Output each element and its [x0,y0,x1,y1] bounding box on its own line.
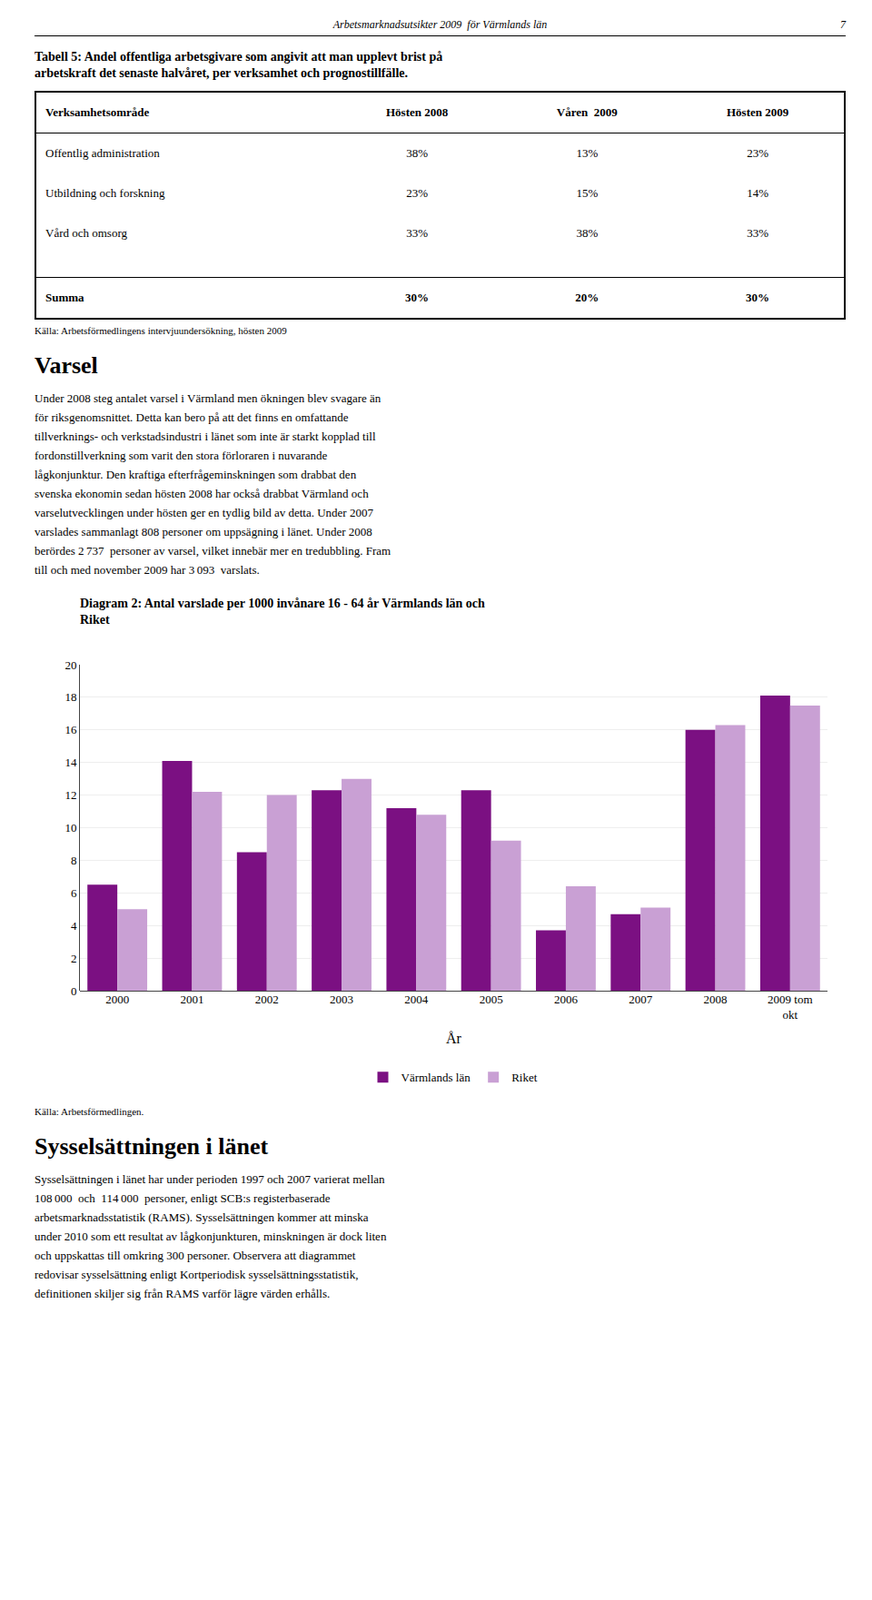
html-text:fordonstillverkning som varit: fordonstillverkning som varit den stora … [34,448,328,463]
html-text:Våren 2009: Våren 2009 [556,105,618,119]
html-text:Hösten 2008: Hösten 2008 [386,105,448,119]
html-text:till och med november 2009 har: till och med november 2009 har 3 093 var… [34,563,260,577]
html-text:svenska ekonomin sedan hösten: svenska ekonomin sedan hösten 2008 har o… [34,486,369,501]
html-text:berördes 2 737 personer av var: berördes 2 737 personer av varsel, vilke… [34,544,391,558]
svg-text:2008: 2008 [703,992,728,1007]
svg-text:20: 20 [64,658,77,673]
html-text:108 000 och 114 000 personer,: 108 000 och 114 000 personer, enligt SCB… [34,1191,331,1206]
svg-text:6: 6 [70,886,78,901]
html-text:Sysselsättningen i länet: Sysselsättningen i länet [34,1133,269,1160]
html-text:tillverknings- och verkstadsin: tillverknings- och verkstadsindustri i l… [34,429,376,444]
svg-text:0: 0 [70,984,78,999]
svg-text:12: 12 [64,788,77,803]
html-text:23%: 23% [406,186,428,200]
svg-text:2009 tomokt: 2009 tomokt [767,992,813,1022]
svg-text:8: 8 [70,853,78,868]
html-text:Sysselsättningen i länet har u: Sysselsättningen i länet har under perio… [34,1172,385,1187]
svg-text:14: 14 [64,755,78,770]
html-text:arbetsmarknadsstatistik (RAMS): arbetsmarknadsstatistik (RAMS). Sysselsä… [34,1210,369,1225]
html-text:varslades sammanlagt 808 perso: varslades sammanlagt 808 personer om upp… [34,525,373,539]
html-text:arbetskraft det senaste halvår: arbetskraft det senaste halvåret, per ve… [34,66,408,80]
svg-text:Värmlands län: Värmlands län [401,1070,472,1085]
svg-text:2006: 2006 [554,992,579,1007]
svg-text:Diagram 2: Antal varslade per: Diagram 2: Antal varslade per 1000 invån… [79,596,486,627]
svg-text:År: År [445,1030,463,1047]
svg-text:16: 16 [64,723,78,737]
html-text:Utbildning och forskning: Utbildning och forskning [45,186,165,200]
svg-text:2: 2 [70,951,78,966]
svg-text:4: 4 [70,919,78,933]
html-text:Vård och omsorg: Vård och omsorg [45,226,128,240]
html-text:38%: 38% [406,146,428,160]
html-text:13%: 13% [576,146,598,160]
html-text:33%: 33% [746,226,769,240]
html-text:varselutvecklingen under höste: varselutvecklingen under hösten ger en t… [34,505,374,520]
html-text:23%: 23% [746,146,769,160]
svg-text:2004: 2004 [404,992,429,1007]
html-text:under 2010 som ett resultat av: under 2010 som ett resultat av lågkonjun… [34,1229,387,1244]
svg-text:2007: 2007 [628,992,654,1007]
svg-text:18: 18 [64,690,77,704]
html-text:Hösten 2009: Hösten 2009 [726,105,789,119]
html-text:Källa: Arbetsförmedlingens int: Källa: Arbetsförmedlingens intervjuunder… [34,325,287,337]
html-text:38%: 38% [576,226,598,240]
html-text:för riksgenomsnittet. Detta ka: för riksgenomsnittet. Detta kan bero på … [34,410,349,425]
svg-text:2000: 2000 [105,992,129,1007]
html-text:Varsel: Varsel [34,352,98,379]
html-text:Verksamhetsområde: Verksamhetsområde [45,105,150,119]
svg-text:2005: 2005 [479,992,504,1007]
html-text:Tabell 5: Andel offentliga arb: Tabell 5: Andel offentliga arbetsgivare … [34,49,443,64]
html-text:7: 7 [840,18,846,31]
html-text:lågkonjunktur. Den kraftiga ef: lågkonjunktur. Den kraftiga efterfrågemi… [34,467,357,482]
html-text:14%: 14% [746,186,769,200]
svg-text:2003: 2003 [329,992,354,1007]
html-text:och uppskattas till omkring 30: och uppskattas till omkring 300 personer… [34,1248,356,1263]
html-text:Offentlig administration: Offentlig administration [45,146,160,160]
html-text:20%: 20% [575,290,599,305]
html-text:definitionen skiljer sig från: definitionen skiljer sig från RAMS varfö… [34,1287,330,1301]
html-text:Under 2008 steg antalet varsel: Under 2008 steg antalet varsel i Värmlan… [34,391,381,406]
html-text:Arbetsmarknadsutsikter 2009 fö: Arbetsmarknadsutsikter 2009 för Värmland… [333,18,548,31]
svg-text:10: 10 [64,821,77,835]
html-text:33%: 33% [406,226,428,240]
html-text:redovisar sysselsättning enlig: redovisar sysselsättning enligt Kortperi… [34,1268,359,1282]
svg-text:2001: 2001 [179,992,204,1007]
svg-text:Riket: Riket [511,1070,538,1085]
html-text:Källa: Arbetsförmedlingen.: Källa: Arbetsförmedlingen. [34,1106,144,1118]
html-text:Summa: Summa [45,290,85,305]
svg-text:2002: 2002 [255,992,279,1007]
html-text:15%: 15% [576,186,598,200]
html-text:30%: 30% [745,290,770,305]
html-text:30%: 30% [405,290,429,305]
